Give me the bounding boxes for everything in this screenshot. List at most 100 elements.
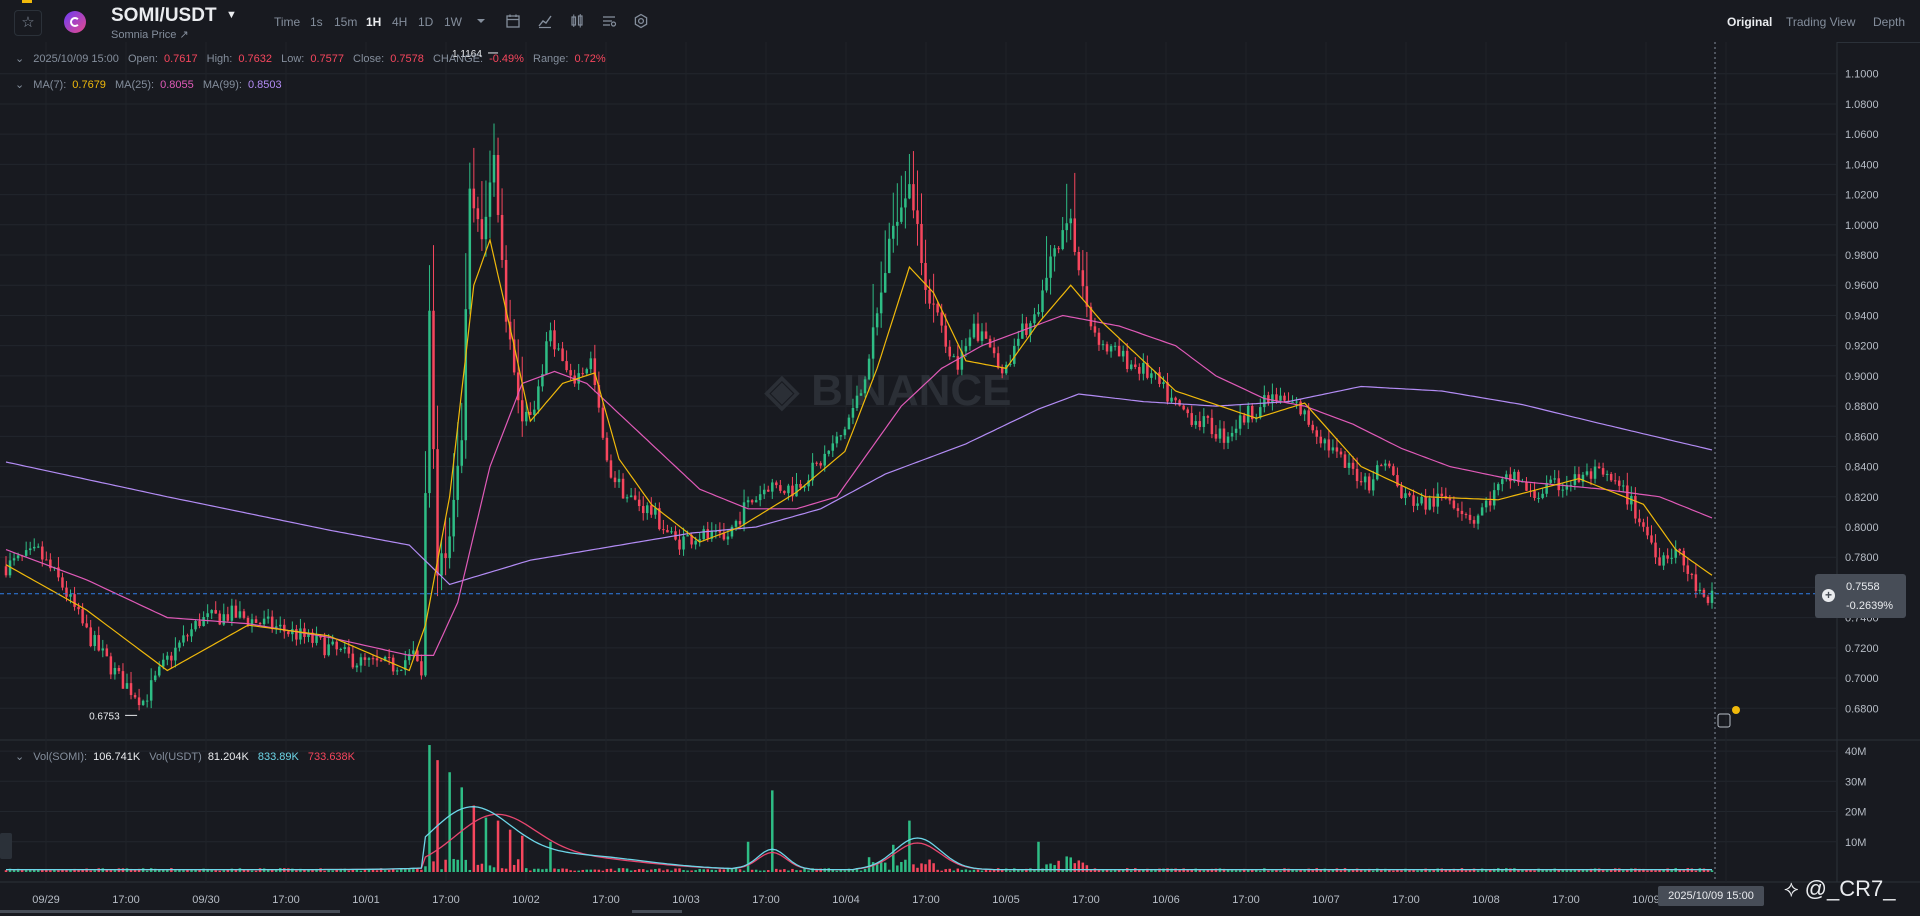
candle-body <box>1069 218 1072 224</box>
volume-bar <box>924 864 927 872</box>
chevron-down-icon[interactable]: ▼ <box>226 9 237 21</box>
volume-bar <box>637 869 641 872</box>
user-watermark: ⟡ @_CR7_ <box>1784 876 1896 902</box>
volume-bar <box>153 868 157 872</box>
tab-depth[interactable]: Depth <box>1873 15 1906 29</box>
candle-body <box>1456 508 1460 511</box>
ma99-line <box>5 385 1713 586</box>
candle-body <box>12 558 16 561</box>
volume-bar <box>8 868 12 872</box>
candle-body <box>504 259 508 322</box>
volume-bar <box>1307 868 1310 872</box>
candle-body <box>1033 314 1036 324</box>
favorite-star-icon[interactable]: ☆ <box>14 10 42 36</box>
candle-body <box>1319 436 1323 444</box>
candle-body <box>1412 495 1415 506</box>
candle-body <box>569 370 572 376</box>
calendar-icon[interactable] <box>504 12 522 30</box>
candle-type-icon[interactable] <box>568 12 586 30</box>
volume-bar <box>1234 870 1238 872</box>
candle-body <box>198 621 201 627</box>
candle-body <box>1537 497 1540 499</box>
candle-body <box>121 671 125 689</box>
candle-body <box>823 453 826 466</box>
candle-body <box>1210 417 1214 435</box>
volume-bar <box>105 870 109 872</box>
candle-body <box>1650 535 1653 543</box>
indicator-icon[interactable] <box>536 12 554 30</box>
candle-body <box>109 656 113 675</box>
volume-bar <box>1198 869 1202 872</box>
volume-bar <box>738 869 742 872</box>
candle-body <box>295 629 298 640</box>
candle-body <box>1581 474 1585 482</box>
volume-bar <box>1472 868 1476 872</box>
tab-4h[interactable]: 4H <box>392 15 408 29</box>
candle-body <box>299 628 302 640</box>
price-subtitle-link[interactable]: Somnia Price ↗ <box>111 29 189 41</box>
tab-15m[interactable]: 15m <box>334 15 358 29</box>
volume-bar <box>137 868 141 872</box>
tab-1d[interactable]: 1D <box>418 15 434 29</box>
candle-body <box>1222 428 1226 443</box>
candle-body <box>1162 382 1165 384</box>
price-tick-label: 0.9600 <box>1845 280 1879 292</box>
settings-list-icon[interactable] <box>600 12 618 30</box>
volume-bar <box>1073 863 1077 872</box>
volume-bar <box>351 869 355 872</box>
candle-body <box>1380 465 1383 467</box>
collapse-chevron-icon[interactable]: ⌄ <box>15 53 25 65</box>
volume-bar <box>1146 868 1149 872</box>
volume-bar <box>24 869 28 872</box>
close-label: Close: <box>353 53 385 65</box>
add-alert-icon[interactable]: + <box>1822 589 1835 602</box>
price-tick-label: 0.7000 <box>1845 673 1879 685</box>
candle-body <box>883 273 887 293</box>
timeframe-dropdown-icon[interactable] <box>472 12 490 30</box>
candle-body <box>1597 466 1601 469</box>
volume-bar <box>1271 870 1274 872</box>
volume-bar <box>597 869 601 872</box>
volume-bar <box>1097 870 1101 872</box>
tab-1h[interactable]: 1H <box>366 15 382 29</box>
candle-body <box>1710 590 1714 603</box>
collapse-chevron-icon[interactable]: ⌄ <box>15 751 25 763</box>
candle-body <box>1384 463 1387 466</box>
candle-body <box>650 505 653 515</box>
time-tick-label: 17:00 <box>752 894 780 906</box>
candle-body <box>323 637 326 656</box>
candle-body <box>581 373 584 375</box>
symbol-title[interactable]: SOMI/USDT <box>111 5 217 26</box>
candle-body <box>722 532 726 540</box>
candle-body <box>605 437 609 461</box>
volume-bar <box>605 868 609 872</box>
volume-bar <box>57 870 60 872</box>
tab-1s[interactable]: 1s <box>310 15 323 29</box>
volume-bar <box>1295 870 1298 872</box>
candle-body <box>424 493 427 676</box>
tab-trading-view[interactable]: Trading View <box>1786 15 1856 29</box>
volume-bar <box>1202 870 1206 872</box>
tab-time[interactable]: Time <box>274 15 301 29</box>
volume-bar <box>900 861 903 872</box>
candle-body <box>1452 500 1456 509</box>
high-annotation: 1.1164 <box>452 49 482 60</box>
candle-body <box>444 553 447 559</box>
candle-body <box>1000 367 1004 374</box>
candle-body <box>875 313 879 328</box>
candle-body <box>246 617 250 626</box>
volume-bar <box>1299 869 1302 872</box>
volume-bar <box>1061 868 1064 872</box>
candle-body <box>908 184 911 199</box>
gear-icon[interactable] <box>632 12 650 30</box>
tab-1w[interactable]: 1W <box>444 15 462 29</box>
current-price-tag[interactable]: + 0.7558 -0.2639% <box>1815 574 1906 618</box>
candlestick-chart[interactable]: 1.1000 1.0800 1.0600 1.0400 1.0200 1.0000 0.98… <box>0 42 1920 916</box>
candle-body <box>730 526 734 537</box>
volume-bar <box>1476 870 1480 872</box>
tab-original[interactable]: Original <box>1727 15 1773 29</box>
candle-body <box>137 697 141 706</box>
collapse-chevron-icon[interactable]: ⌄ <box>15 79 25 91</box>
volume-bar <box>512 864 516 872</box>
volume-bar <box>190 869 193 872</box>
